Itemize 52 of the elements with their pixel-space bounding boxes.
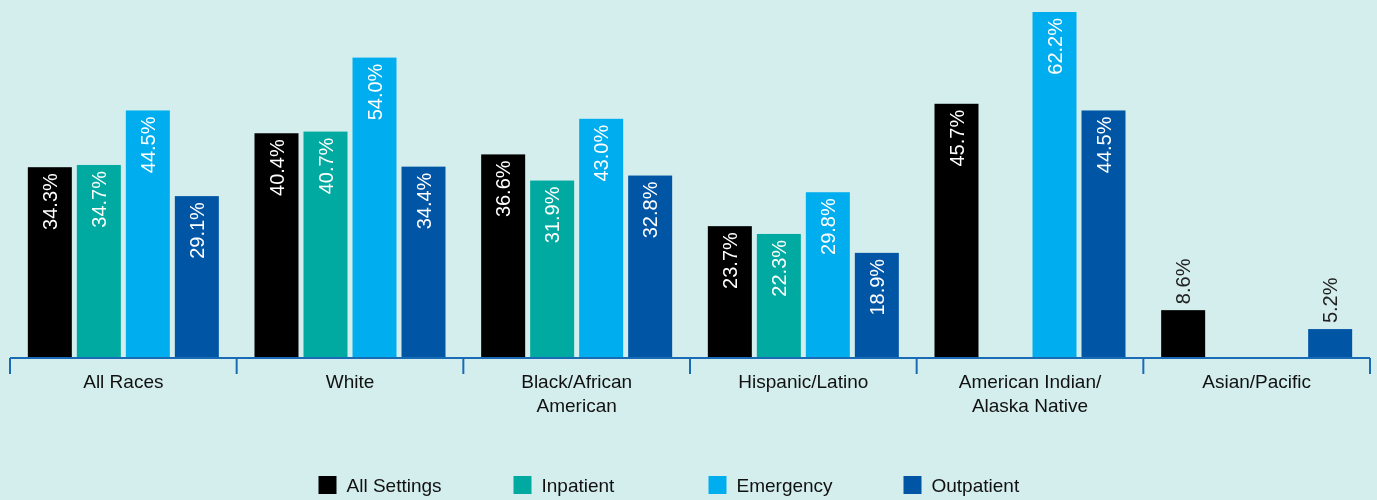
data-label: 44.5% xyxy=(136,116,159,174)
bar xyxy=(481,154,526,358)
data-label: 34.3% xyxy=(38,172,61,230)
data-label: 31.9% xyxy=(541,186,564,244)
bar xyxy=(628,175,673,358)
bar xyxy=(1032,12,1077,358)
data-label: 40.7% xyxy=(314,137,337,195)
x-tick-label: Hispanic/Latino xyxy=(738,371,869,392)
bar xyxy=(805,192,850,358)
legend-label: Emergency xyxy=(736,475,834,496)
data-label: 40.4% xyxy=(265,139,288,196)
bar xyxy=(854,252,899,358)
bar xyxy=(579,118,624,358)
data-label: 8.6% xyxy=(1172,258,1195,305)
x-tick-label: American Indian/Alaska Native xyxy=(958,371,1103,416)
bar xyxy=(707,226,752,358)
bar xyxy=(27,167,72,358)
data-label: 62.2% xyxy=(1043,17,1066,75)
bar xyxy=(934,103,979,358)
x-tick-label: All Races xyxy=(83,371,164,392)
data-label: 23.7% xyxy=(718,231,741,289)
data-label: 34.7% xyxy=(87,170,110,228)
data-label: 32.8% xyxy=(639,181,662,239)
data-label: 45.7% xyxy=(945,109,968,167)
legend-label: Outpatient xyxy=(931,475,1020,496)
bar xyxy=(125,110,170,358)
data-label: 18.9% xyxy=(865,258,888,316)
data-label: 54.0% xyxy=(363,63,386,121)
x-tick-label: White xyxy=(325,371,375,392)
x-tick-label: Black/African American xyxy=(521,371,633,416)
bar xyxy=(756,233,801,358)
bar xyxy=(530,180,575,358)
data-label: 29.8% xyxy=(816,198,839,255)
bar xyxy=(174,196,219,358)
data-label: 5.2% xyxy=(1319,277,1342,324)
bar xyxy=(76,164,121,358)
bar xyxy=(1308,329,1353,358)
bar xyxy=(1081,110,1126,358)
legend-label: All Settings xyxy=(346,475,442,496)
data-label: 43.0% xyxy=(590,124,613,182)
bar xyxy=(401,166,446,358)
x-tick-label: Asian/Pacific xyxy=(1202,371,1312,392)
data-label: 29.1% xyxy=(185,201,208,259)
bar xyxy=(352,57,397,358)
data-label: 34.4% xyxy=(412,172,435,230)
bar xyxy=(1161,310,1206,358)
bar xyxy=(254,133,299,358)
data-label: 36.6% xyxy=(492,160,515,218)
data-label: 22.3% xyxy=(767,239,790,297)
data-label: 44.5% xyxy=(1092,116,1115,174)
bar xyxy=(303,131,348,358)
legend-label: Inpatient xyxy=(541,475,616,496)
